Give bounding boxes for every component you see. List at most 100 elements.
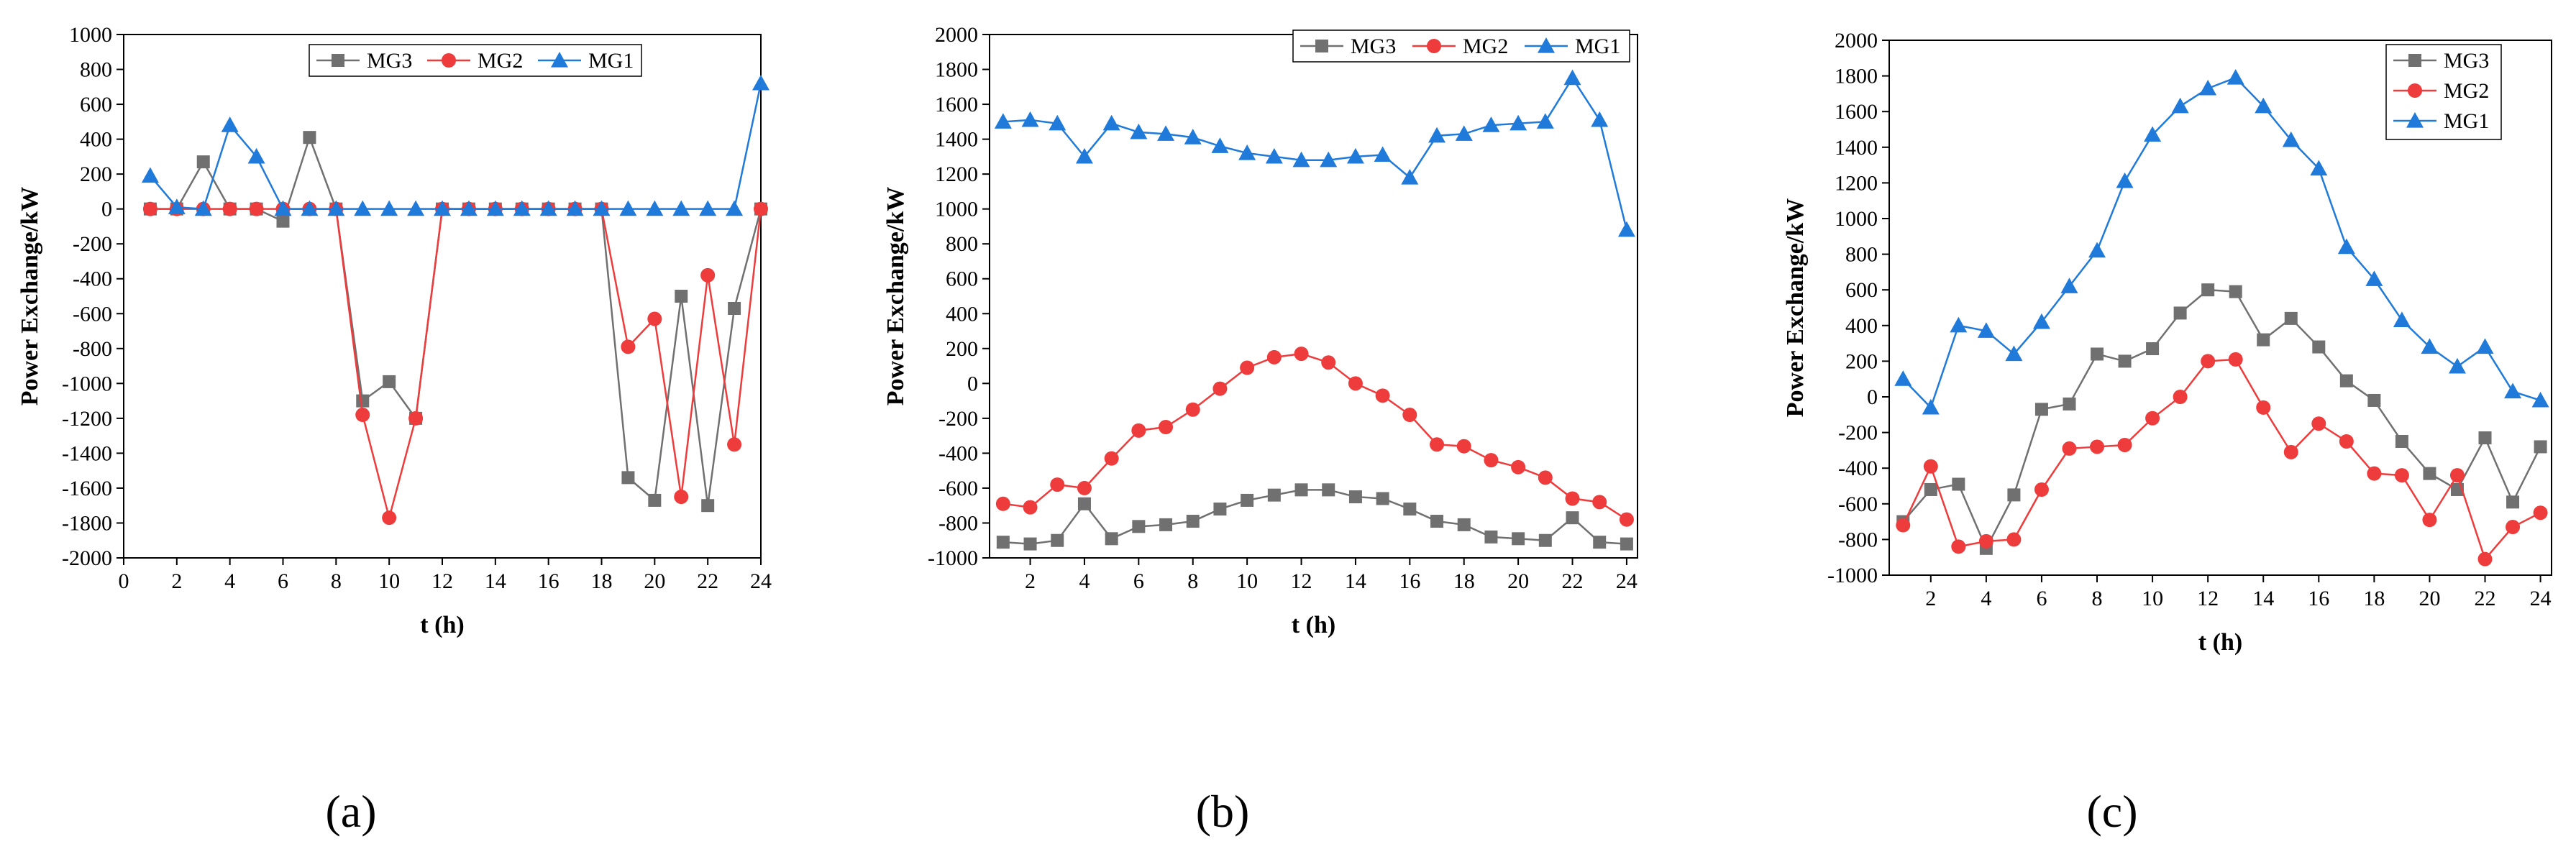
series-mg2 xyxy=(1896,352,2548,567)
data-point-mg1 xyxy=(1292,151,1310,168)
data-point-mg1 xyxy=(2476,338,2494,354)
data-point-mg1 xyxy=(2088,242,2106,258)
data-point-mg1 xyxy=(354,200,372,216)
y-tick-label: -1000 xyxy=(1827,564,1878,587)
y-tick-label: 1400 xyxy=(935,128,978,152)
legend-label-mg2: MG2 xyxy=(1463,35,1508,58)
x-tick-label: 22 xyxy=(697,569,718,593)
legend: MG3 MG2 MG1 xyxy=(1292,29,1630,63)
data-point-mg1 xyxy=(1617,221,1635,237)
data-point-mg1 xyxy=(1346,147,1364,164)
data-point-mg2 xyxy=(2311,416,2326,431)
data-point-mg2 xyxy=(647,311,662,326)
legend: MG3 MG2 MG1 xyxy=(309,44,642,77)
legend: MG3 MG2 MG1 xyxy=(2385,44,2502,140)
data-point-mg3 xyxy=(2339,374,2353,388)
plot-frame xyxy=(1888,40,2552,576)
data-point-mg3 xyxy=(1512,532,1525,546)
y-tick-label: 0 xyxy=(1867,385,1878,409)
data-point-mg1 xyxy=(2337,238,2355,255)
x-tick-label: 2 xyxy=(1025,569,1036,593)
series-line-mg2 xyxy=(1002,352,1627,521)
x-tick-label: 10 xyxy=(1236,569,1258,593)
data-point-mg2 xyxy=(2394,468,2409,483)
data-point-mg2 xyxy=(1294,347,1309,362)
data-point-mg2 xyxy=(2283,444,2298,459)
data-point-mg2 xyxy=(1430,437,1445,452)
data-point-mg1 xyxy=(1428,127,1446,143)
series-mg2 xyxy=(995,347,1634,527)
y-tick-label: 400 xyxy=(946,302,978,326)
data-point-mg1 xyxy=(168,198,186,214)
data-point-mg2 xyxy=(754,201,768,216)
y-tick-label: -1200 xyxy=(62,407,112,431)
data-point-mg3 xyxy=(2063,397,2076,411)
y-tick-label: 200 xyxy=(946,337,978,361)
data-point-mg3 xyxy=(2367,393,2381,407)
y-tick-label: -600 xyxy=(73,302,112,326)
legend-marker-mg1 xyxy=(1538,37,1555,53)
y-tick-label: 1200 xyxy=(935,162,978,186)
data-point-mg3 xyxy=(2506,495,2520,509)
x-tick-label: 20 xyxy=(1507,569,1529,593)
y-tick-label: 400 xyxy=(1845,314,1878,338)
x-axis-title: t (h) xyxy=(2198,629,2242,656)
data-point-mg2 xyxy=(1266,349,1282,364)
series-line-mg3 xyxy=(150,134,762,506)
data-point-mg1 xyxy=(1922,398,1940,415)
data-point-mg2 xyxy=(1484,453,1499,468)
data-point-mg1 xyxy=(2365,270,2383,286)
data-point-mg2 xyxy=(2256,400,2271,415)
data-point-mg3 xyxy=(2478,431,2492,445)
data-point-mg1 xyxy=(1049,114,1067,131)
data-point-mg2 xyxy=(1456,439,1471,454)
x-tick-label: 22 xyxy=(2475,587,2496,610)
data-point-mg1 xyxy=(752,74,769,91)
data-point-mg1 xyxy=(194,200,212,216)
legend-label-mg2: MG2 xyxy=(2444,79,2489,103)
x-tick-label: 18 xyxy=(591,569,613,593)
data-point-mg1 xyxy=(1265,147,1283,164)
data-point-mg2 xyxy=(1402,408,1417,423)
data-point-mg2 xyxy=(1023,500,1038,515)
data-point-mg2 xyxy=(1131,423,1146,438)
data-point-mg1 xyxy=(2116,172,2134,188)
data-point-mg2 xyxy=(621,339,636,354)
y-tick-label: 800 xyxy=(1845,243,1878,267)
data-point-mg2 xyxy=(1375,388,1390,403)
x-tick-label: 8 xyxy=(2092,587,2103,610)
y-tick-label: -600 xyxy=(938,477,978,500)
data-point-mg1 xyxy=(1509,114,1527,131)
x-tick-label: 8 xyxy=(331,569,342,593)
data-point-mg3 xyxy=(2007,488,2021,502)
legend-box xyxy=(1292,29,1630,63)
legend-label-mg3: MG3 xyxy=(2444,49,2489,73)
data-point-mg1 xyxy=(2060,278,2078,293)
series-line-mg1 xyxy=(149,83,762,210)
data-point-mg2 xyxy=(1565,491,1580,506)
y-tick-label: 600 xyxy=(1845,278,1878,302)
x-tick-label: 10 xyxy=(2142,587,2163,610)
data-point-mg1 xyxy=(1102,114,1120,131)
x-tick-label: 8 xyxy=(1187,569,1198,593)
data-point-mg2 xyxy=(2228,352,2243,367)
data-point-mg1 xyxy=(646,200,664,216)
y-tick-label: -1000 xyxy=(928,546,978,570)
data-point-mg2 xyxy=(408,411,424,426)
data-point-mg2 xyxy=(2117,437,2132,452)
legend-marker-mg2 xyxy=(1427,39,1441,53)
y-tick-label: -600 xyxy=(1838,492,1878,516)
x-tick-label: 22 xyxy=(1562,569,1584,593)
data-point-mg3 xyxy=(1484,530,1498,544)
data-point-mg3 xyxy=(2284,311,2298,325)
legend-label-mg3: MG3 xyxy=(1351,35,1396,58)
x-tick-label: 12 xyxy=(2197,587,2219,610)
data-point-mg1 xyxy=(2448,357,2466,374)
data-point-mg3 xyxy=(701,499,715,513)
data-point-mg1 xyxy=(2226,69,2244,85)
y-tick-label: 2000 xyxy=(935,23,978,47)
data-point-mg3 xyxy=(303,131,316,145)
y-tick-label: 200 xyxy=(80,162,112,186)
y-tick-label: 1400 xyxy=(1835,136,1878,160)
data-point-mg1 xyxy=(593,200,611,216)
